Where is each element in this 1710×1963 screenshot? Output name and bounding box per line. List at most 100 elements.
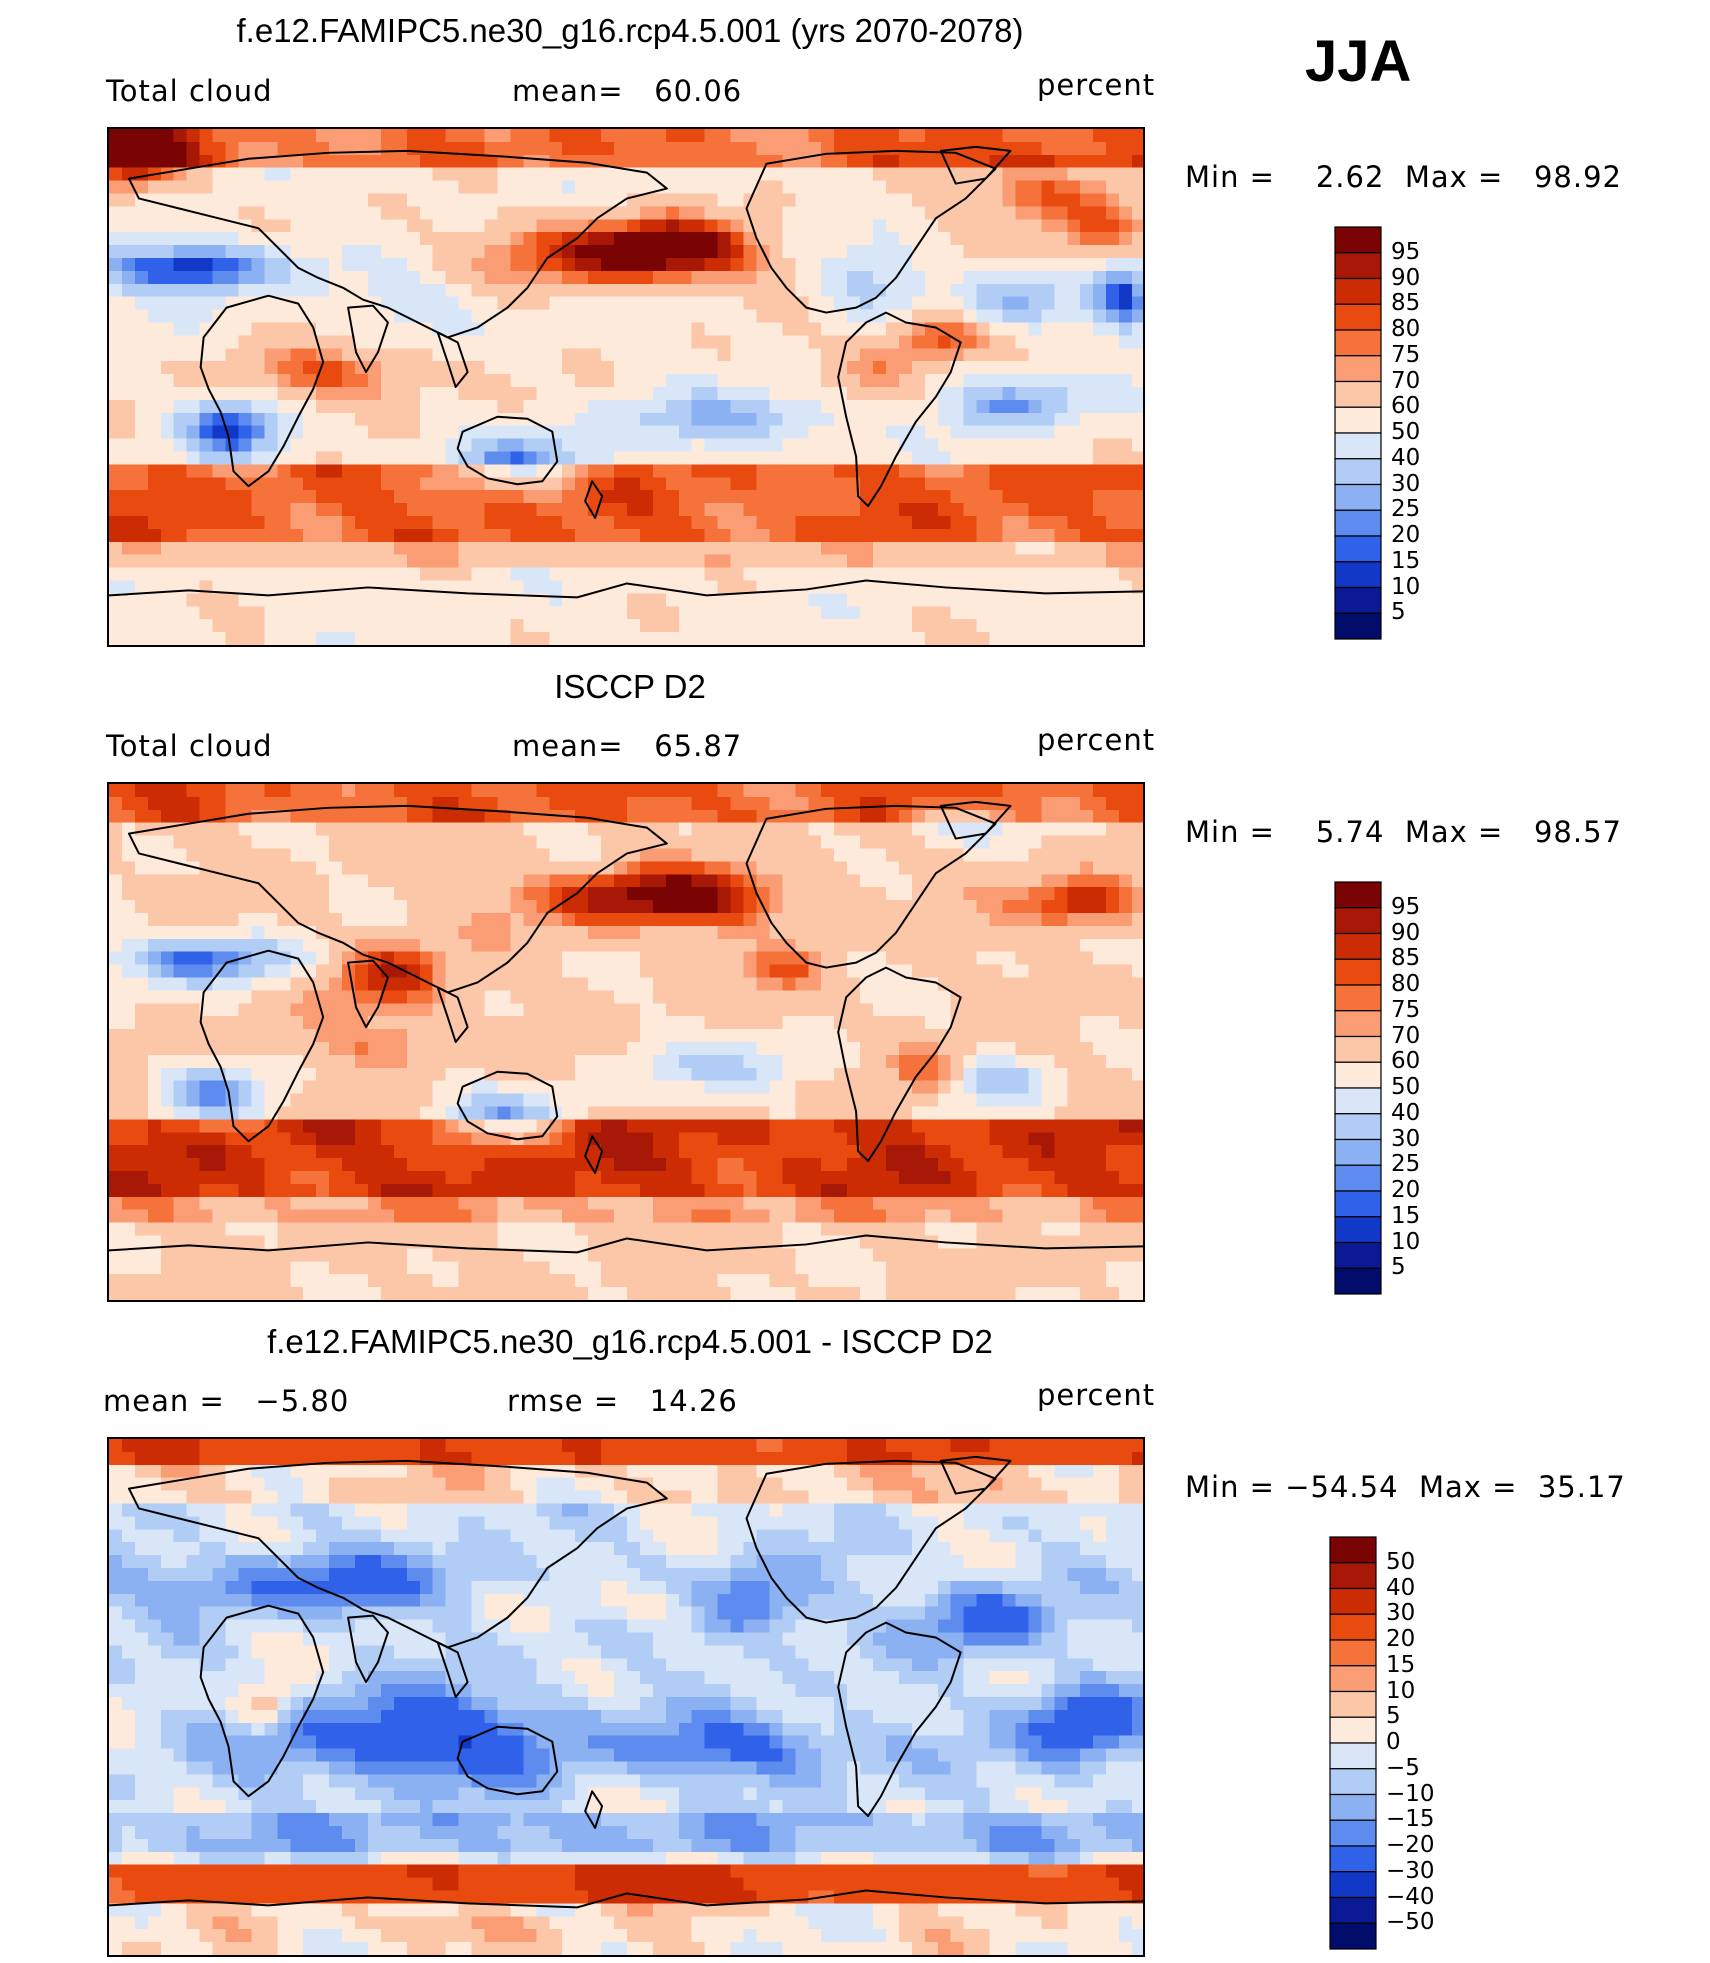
colorbar-tick-label: −40 <box>1386 1883 1435 1910</box>
colorbar-swatch <box>1334 1010 1382 1038</box>
colorbar-tick-label: 15 <box>1391 547 1421 574</box>
colorbar-swatch <box>1334 932 1382 960</box>
colorbar-tick-label: 90 <box>1391 264 1421 291</box>
colorbar-swatch <box>1329 1613 1377 1641</box>
panel-1-map <box>107 127 1145 647</box>
colorbar-swatch <box>1334 984 1382 1012</box>
colorbar-tick-label: 85 <box>1391 290 1421 317</box>
colorbar-tick-label: 70 <box>1391 1022 1421 1049</box>
colorbar-swatch <box>1329 1716 1377 1744</box>
coastline <box>109 800 1143 1254</box>
colorbar-swatch <box>1334 1216 1382 1244</box>
colorbar-tick-label: −15 <box>1386 1806 1435 1833</box>
colorbar-swatch <box>1329 1562 1377 1590</box>
panel-1-units-text: percent <box>1037 68 1156 102</box>
panel-2-minmax: Min = 5.74 Max = 98.57 <box>1185 815 1623 849</box>
colorbar-tick-label: 20 <box>1391 522 1421 548</box>
panel-2-contour-field <box>109 784 1143 1300</box>
panel-2-colorbar <box>1334 881 1395 1295</box>
panel-2-left-text: Total cloud <box>106 729 273 763</box>
coastline <box>109 145 1143 599</box>
colorbar-tick-label: 80 <box>1391 316 1421 342</box>
panel-1-colorbar <box>1334 226 1395 640</box>
colorbar-tick-label: 25 <box>1391 496 1421 523</box>
colorbar-tick-label: −20 <box>1386 1832 1435 1858</box>
colorbar-tick-label: 10 <box>1386 1677 1416 1704</box>
colorbar-tick-label: −10 <box>1386 1780 1435 1807</box>
panel-2-map <box>107 782 1145 1302</box>
colorbar-tick-label: 40 <box>1391 444 1421 471</box>
colorbar-swatch <box>1329 1871 1377 1899</box>
colorbar-swatch <box>1334 1267 1382 1295</box>
colorbar-swatch <box>1329 1665 1377 1693</box>
colorbar-swatch <box>1334 1241 1382 1269</box>
colorbar-tick-label: 60 <box>1391 1048 1421 1075</box>
panel-3-units-text: percent <box>1037 1378 1156 1412</box>
panel-3-title: f.e12.FAMIPC5.ne30_g16.rcp4.5.001 - ISCC… <box>267 1323 993 1360</box>
colorbar-swatch <box>1329 1587 1377 1615</box>
colorbar-swatch <box>1329 1768 1377 1796</box>
colorbar-tick-label: 5 <box>1391 599 1406 626</box>
colorbar-tick-label: 10 <box>1391 573 1421 600</box>
colorbar-tick-label: −30 <box>1386 1857 1435 1884</box>
colorbar-tick-label: 15 <box>1391 1202 1421 1229</box>
panel-2-units-text: percent <box>1037 723 1156 757</box>
colorbar-swatch <box>1329 1922 1377 1950</box>
panel-1-minmax: Min = 2.62 Max = 98.92 <box>1185 160 1623 194</box>
colorbar-swatch <box>1329 1690 1377 1718</box>
colorbar-tick-label: 50 <box>1391 419 1421 445</box>
colorbar-swatch <box>1334 277 1382 305</box>
colorbar-tick-label: 5 <box>1391 1254 1406 1281</box>
colorbar-swatch <box>1334 561 1382 589</box>
season-label: JJA <box>1305 29 1412 94</box>
colorbar-swatch <box>1329 1845 1377 1873</box>
colorbar-swatch <box>1329 1536 1377 1564</box>
colorbar-swatch <box>1334 509 1382 537</box>
colorbar-swatch <box>1334 586 1382 614</box>
colorbar-swatch <box>1334 252 1382 280</box>
colorbar-swatch <box>1334 1113 1382 1141</box>
colorbar-tick-label: 30 <box>1391 1125 1421 1152</box>
colorbar-tick-label: 40 <box>1386 1574 1416 1601</box>
colorbar-tick-label: 10 <box>1391 1228 1421 1255</box>
colorbar-swatch <box>1334 458 1382 486</box>
panel-2-title: ISCCP D2 <box>554 668 706 705</box>
colorbar-swatch <box>1334 483 1382 511</box>
colorbar-tick-label: 50 <box>1386 1548 1416 1575</box>
panel-3-colorbar <box>1329 1536 1390 1950</box>
coastline <box>109 1455 1143 1909</box>
colorbar-tick-label: 30 <box>1391 470 1421 497</box>
colorbar-swatch <box>1334 1138 1382 1166</box>
colorbar-tick-label: 25 <box>1391 1151 1421 1178</box>
colorbar-tick-label: 95 <box>1391 238 1421 265</box>
colorbar-tick-label: 15 <box>1386 1651 1416 1678</box>
colorbar-tick-label: 20 <box>1391 1177 1421 1203</box>
colorbar-tick-label: 70 <box>1391 367 1421 394</box>
colorbar-tick-label: 75 <box>1391 341 1421 368</box>
colorbar-tick-label: 30 <box>1386 1600 1416 1627</box>
colorbar-tick-label: 50 <box>1391 1074 1421 1100</box>
panel-3-mean-text: mean = −5.80 <box>103 1384 350 1418</box>
colorbar-tick-label: −5 <box>1386 1754 1420 1781</box>
colorbar-swatch <box>1334 1035 1382 1063</box>
colorbar-swatch <box>1334 406 1382 434</box>
colorbar-tick-label: 0 <box>1386 1729 1401 1755</box>
colorbar-swatch <box>1329 1742 1377 1770</box>
colorbar-tick-label: 40 <box>1391 1099 1421 1126</box>
colorbar-swatch <box>1334 226 1382 254</box>
colorbar-swatch <box>1329 1819 1377 1847</box>
colorbar-tick-label: 20 <box>1386 1626 1416 1652</box>
colorbar-swatch <box>1334 1061 1382 1089</box>
colorbar-swatch <box>1334 881 1382 909</box>
panel-1-contour-field <box>109 129 1143 645</box>
panel-1-left-text: Total cloud <box>106 74 273 108</box>
colorbar-swatch <box>1329 1896 1377 1924</box>
colorbar-swatch <box>1334 329 1382 357</box>
panel-3-rmse-text: rmse = 14.26 <box>507 1384 738 1418</box>
panel-1-mean-text: mean= 60.06 <box>512 74 743 108</box>
colorbar-tick-label: 60 <box>1391 393 1421 420</box>
colorbar-tick-label: −50 <box>1386 1909 1435 1936</box>
colorbar-swatch <box>1334 612 1382 640</box>
colorbar-tick-label: 5 <box>1386 1703 1401 1730</box>
colorbar-swatch <box>1334 1190 1382 1218</box>
